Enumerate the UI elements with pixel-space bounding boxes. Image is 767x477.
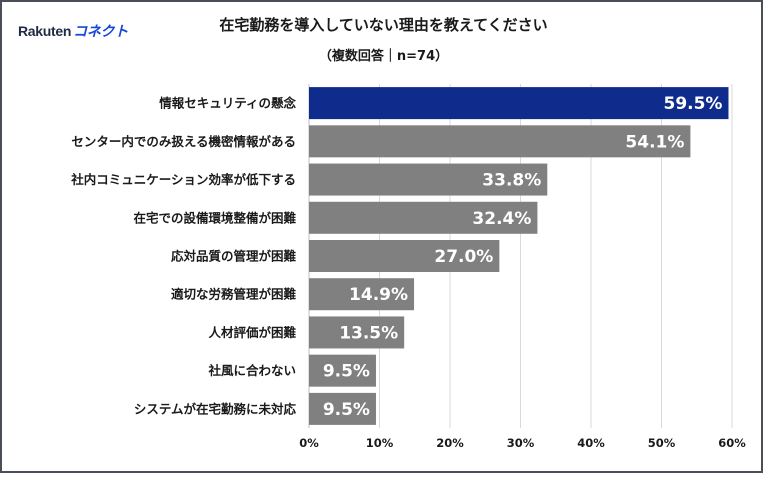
data-label: 54.1% — [625, 132, 684, 152]
x-tick-label: 50% — [648, 436, 676, 450]
category-label: システムが在宅勤務に未対応 — [134, 401, 297, 416]
data-label: 59.5% — [663, 94, 722, 114]
data-label: 33.8% — [482, 171, 541, 191]
x-tick-label: 60% — [718, 436, 746, 450]
chart-title: 在宅勤務を導入していない理由を教えてください — [219, 16, 548, 34]
bar — [309, 201, 538, 234]
brand-logo: Rakuten コネクト — [18, 21, 128, 41]
brand-name: Rakuten — [18, 23, 72, 39]
bar — [309, 87, 729, 120]
x-tick-label: 30% — [507, 436, 535, 450]
category-label: 社風に合わない — [207, 363, 296, 378]
x-tick-label: 40% — [577, 436, 605, 450]
category-label: 在宅での設備環境整備が困難 — [133, 210, 296, 225]
data-label: 13.5% — [339, 323, 398, 343]
x-tick-label: 0% — [299, 436, 319, 450]
category-label: 適切な労務管理が困難 — [171, 287, 297, 302]
bar — [309, 278, 415, 311]
category-label: 社内コミュニケーション効率が低下する — [70, 172, 296, 187]
x-tick-label: 10% — [366, 436, 394, 450]
category-label: 人材評価が困難 — [208, 325, 296, 340]
bar — [309, 163, 548, 196]
data-label: 9.5% — [323, 362, 370, 382]
data-label: 27.0% — [434, 247, 493, 267]
bar — [309, 240, 500, 272]
bar — [309, 392, 376, 425]
bar — [309, 125, 691, 158]
bar — [309, 354, 376, 387]
x-tick-label: 20% — [436, 436, 464, 450]
brand-product: コネクト — [73, 23, 128, 39]
data-label: 9.5% — [323, 400, 370, 420]
chart-subtitle: （複数回答｜n=74） — [318, 49, 449, 64]
bar — [309, 316, 405, 349]
data-label: 32.4% — [472, 209, 531, 229]
category-label: 応対品質の管理が困難 — [171, 249, 297, 264]
category-label: センター内でのみ扱える機密情報がある — [71, 134, 296, 149]
category-label: 情報セキュリティの懸念 — [159, 96, 296, 111]
data-label: 14.9% — [349, 285, 408, 305]
